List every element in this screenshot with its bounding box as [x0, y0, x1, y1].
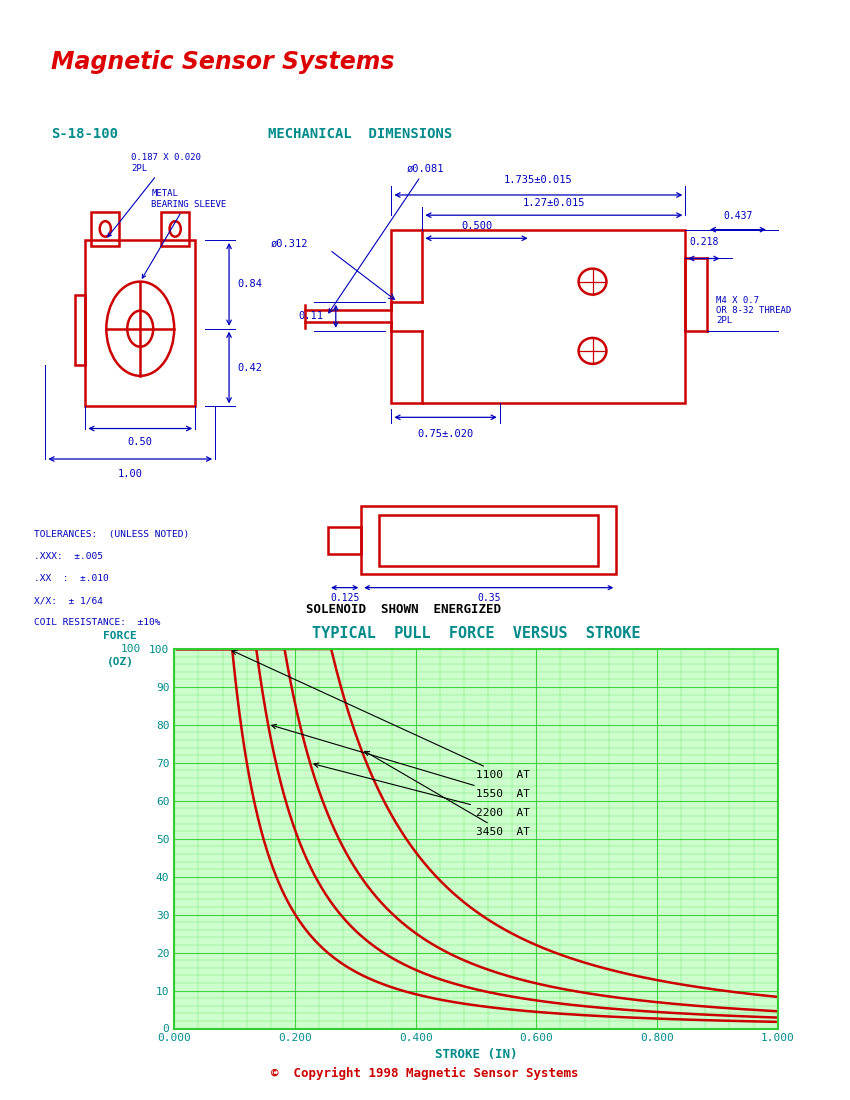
Text: 3450  AT: 3450 AT — [365, 751, 530, 837]
Text: 0.11: 0.11 — [298, 311, 323, 321]
Text: ø0.312: ø0.312 — [271, 239, 309, 249]
Text: TOLERANCES:  (UNLESS NOTED): TOLERANCES: (UNLESS NOTED) — [34, 530, 190, 539]
Text: 0.35: 0.35 — [477, 593, 501, 603]
Text: 0.437: 0.437 — [723, 211, 752, 221]
Text: 100: 100 — [121, 644, 141, 654]
Text: 1.00: 1.00 — [118, 469, 143, 478]
Text: METAL
BEARING SLEEVE: METAL BEARING SLEEVE — [142, 189, 226, 278]
Text: 0.42: 0.42 — [237, 363, 262, 373]
Bar — [85, 240, 196, 406]
Bar — [379, 515, 598, 565]
Text: FORCE: FORCE — [103, 631, 137, 641]
Text: 1100  AT: 1100 AT — [232, 650, 530, 780]
Text: ©  Copyright 1998 Magnetic Sensor Systems: © Copyright 1998 Magnetic Sensor Systems — [271, 1067, 579, 1080]
Text: .XXX:  ±.005: .XXX: ±.005 — [34, 552, 103, 561]
Bar — [91, 212, 119, 245]
Text: 2200  AT: 2200 AT — [314, 763, 530, 818]
Title: TYPICAL  PULL  FORCE  VERSUS  STROKE: TYPICAL PULL FORCE VERSUS STROKE — [312, 626, 640, 641]
Text: 0.75±.020: 0.75±.020 — [417, 429, 473, 439]
Text: M4 X 0.7
OR 8-32 THREAD
2PL: M4 X 0.7 OR 8-32 THREAD 2PL — [717, 296, 791, 326]
Bar — [162, 212, 190, 245]
Text: 0.84: 0.84 — [237, 279, 262, 289]
Text: SOLENOID  SHOWN  ENERGIZED: SOLENOID SHOWN ENERGIZED — [306, 603, 501, 616]
Text: 0.50: 0.50 — [128, 437, 153, 447]
Text: .XX  :  ±.010: .XX : ±.010 — [34, 574, 109, 583]
Text: 0.500: 0.500 — [461, 221, 492, 231]
Bar — [392, 230, 685, 403]
Bar — [361, 506, 616, 574]
Text: ø0.081: ø0.081 — [329, 164, 445, 312]
Text: X/X:  ± 1/64: X/X: ± 1/64 — [34, 596, 103, 605]
Text: 1.735±0.015: 1.735±0.015 — [504, 175, 573, 185]
Text: 0.125: 0.125 — [330, 593, 360, 603]
Text: MECHANICAL  DIMENSIONS: MECHANICAL DIMENSIONS — [268, 126, 452, 141]
X-axis label: STROKE (IN): STROKE (IN) — [434, 1047, 518, 1060]
Text: S-18-100: S-18-100 — [51, 126, 118, 141]
Text: COIL RESISTANCE:  ±10%: COIL RESISTANCE: ±10% — [34, 618, 161, 627]
Text: 0.187 X 0.020
2PL: 0.187 X 0.020 2PL — [108, 153, 201, 236]
Text: Magnetic Sensor Systems: Magnetic Sensor Systems — [51, 50, 394, 74]
Text: (OZ): (OZ) — [106, 657, 133, 667]
Bar — [328, 527, 361, 553]
Text: 1550  AT: 1550 AT — [272, 725, 530, 799]
Text: 0.218: 0.218 — [689, 236, 718, 246]
Bar — [76, 296, 85, 365]
Text: 1.27±0.015: 1.27±0.015 — [523, 198, 585, 208]
